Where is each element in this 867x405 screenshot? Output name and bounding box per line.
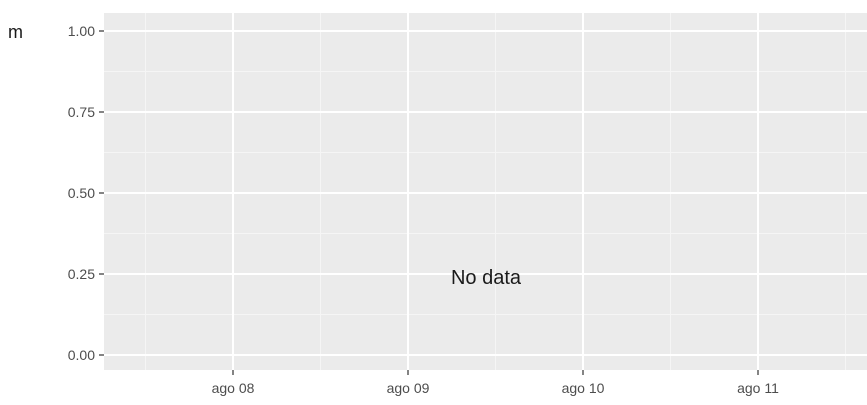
y-tick-label: 0.25 bbox=[68, 266, 95, 282]
y-tick-label: 0.50 bbox=[68, 185, 95, 201]
grid-minor bbox=[104, 13, 867, 370]
y-axis-title: m bbox=[8, 22, 23, 42]
grid-major bbox=[104, 13, 867, 370]
x-tick-label: ago 08 bbox=[212, 380, 255, 396]
y-tick-label: 0.75 bbox=[68, 104, 95, 120]
y-tick-label: 0.00 bbox=[68, 347, 95, 363]
x-tick-label: ago 11 bbox=[737, 380, 779, 396]
plot-panel bbox=[104, 13, 867, 370]
x-tick-label: ago 09 bbox=[387, 380, 430, 396]
y-tick-label: 1.00 bbox=[68, 23, 95, 39]
no-data-annotation: No data bbox=[451, 267, 522, 289]
x-tick-label: ago 10 bbox=[562, 380, 605, 396]
y-axis: 0.00 0.75 0.50 0.25 1.00 bbox=[68, 23, 104, 363]
x-axis: ago 08 ago 09 ago 10 ago 11 bbox=[212, 370, 779, 396]
